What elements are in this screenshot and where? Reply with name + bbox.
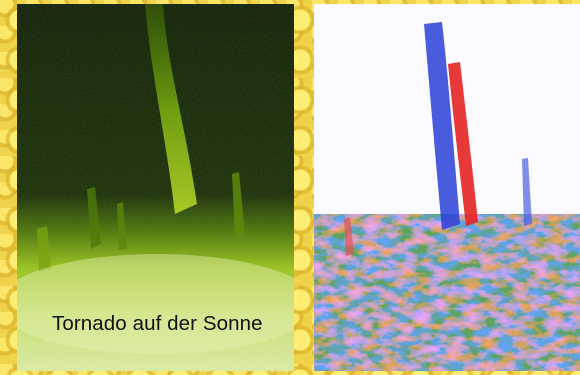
surface-glow: [17, 254, 294, 354]
red-column: [448, 62, 478, 226]
doppler-noise: [314, 214, 580, 371]
caption: Tornado auf der Sonne: [52, 312, 263, 335]
spicule: [87, 187, 101, 249]
doppler-wash: [314, 214, 580, 371]
blue-spicule: [522, 158, 532, 226]
spicule: [232, 172, 245, 236]
solar-tornado-doppler-image: [314, 4, 580, 371]
spicule: [37, 226, 51, 272]
spicule: [117, 202, 127, 250]
blue-column: [424, 22, 460, 230]
red-spicule: [344, 217, 354, 256]
tornado-column: [145, 4, 197, 214]
doppler-image-svg: [314, 4, 580, 371]
green-image-svg: [17, 4, 294, 371]
solar-tornado-green-image: [17, 4, 294, 371]
